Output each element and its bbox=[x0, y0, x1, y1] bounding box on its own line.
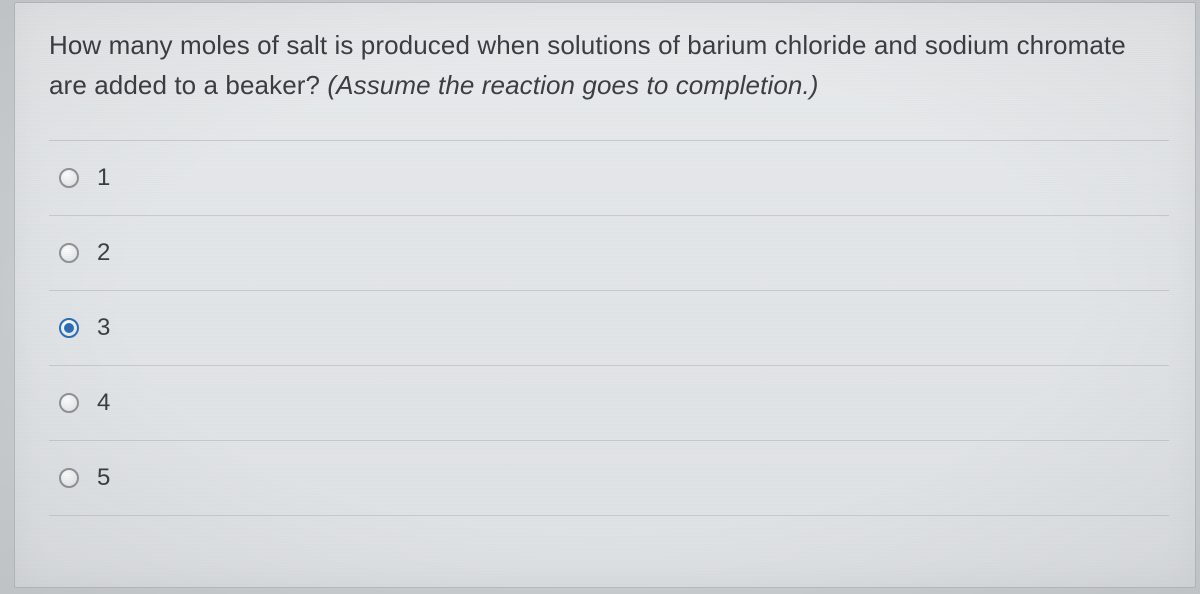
option-row-1[interactable]: 1 bbox=[49, 141, 1169, 216]
options-list: 1 2 3 4 5 bbox=[49, 140, 1169, 516]
radio-icon[interactable] bbox=[59, 468, 79, 488]
radio-icon[interactable] bbox=[59, 318, 79, 338]
question-text: How many moles of salt is produced when … bbox=[49, 25, 1169, 106]
radio-icon[interactable] bbox=[59, 393, 79, 413]
option-label: 4 bbox=[97, 389, 110, 417]
question-panel: How many moles of salt is produced when … bbox=[14, 2, 1196, 588]
option-row-3[interactable]: 3 bbox=[49, 291, 1169, 366]
radio-icon[interactable] bbox=[59, 168, 79, 188]
radio-icon[interactable] bbox=[59, 243, 79, 263]
option-label: 2 bbox=[97, 239, 110, 267]
option-row-4[interactable]: 4 bbox=[49, 366, 1169, 441]
question-text-assumption: (Assume the reaction goes to completion.… bbox=[327, 70, 818, 100]
option-label: 1 bbox=[97, 164, 110, 192]
option-label: 3 bbox=[97, 314, 110, 342]
option-row-2[interactable]: 2 bbox=[49, 216, 1169, 291]
option-row-5[interactable]: 5 bbox=[49, 441, 1169, 516]
option-label: 5 bbox=[97, 464, 110, 492]
